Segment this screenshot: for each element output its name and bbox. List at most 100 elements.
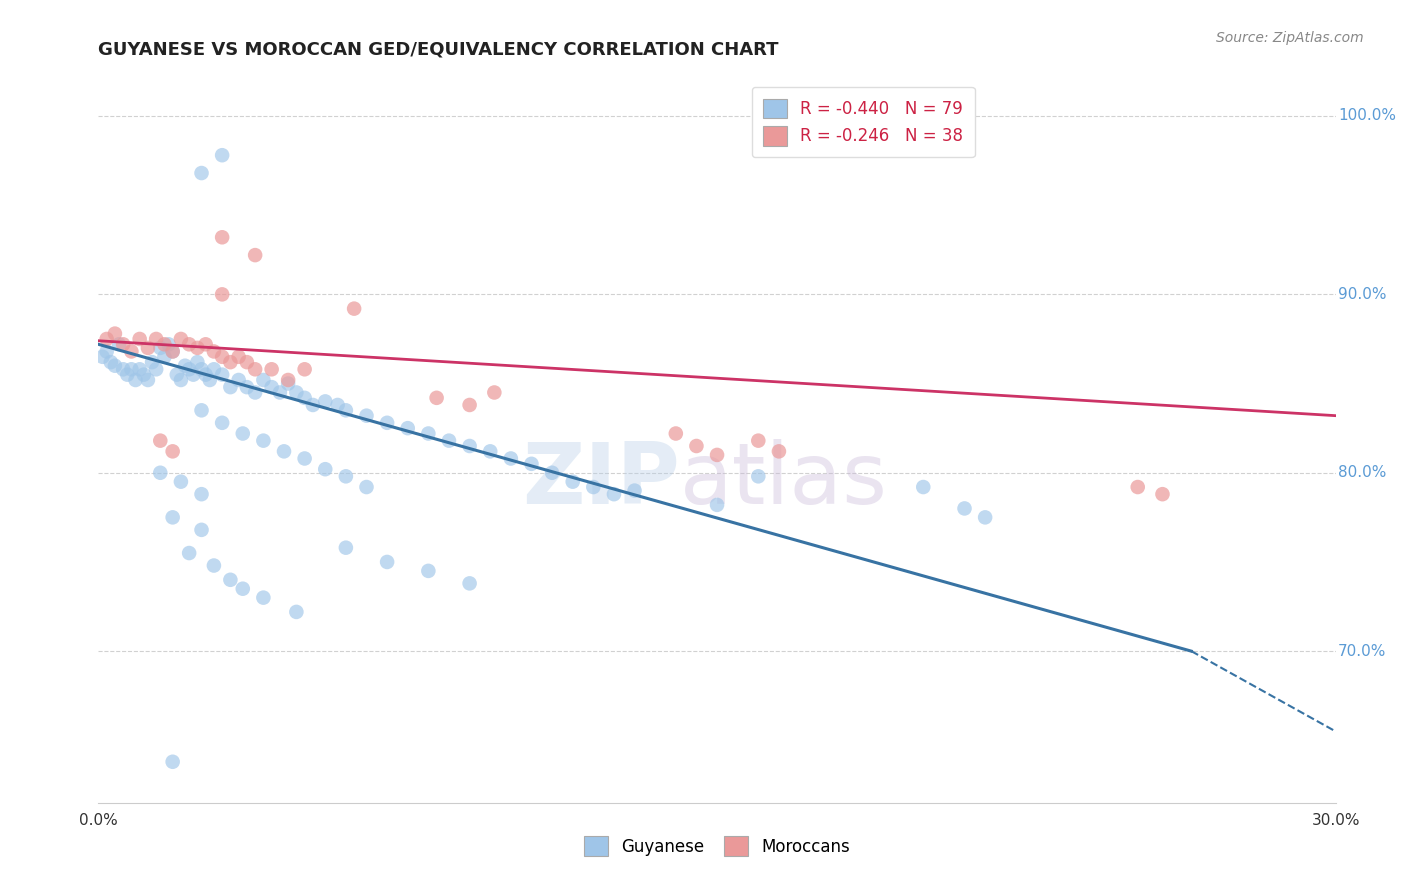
Point xyxy=(162,510,184,524)
Point xyxy=(269,385,291,400)
Point xyxy=(104,359,127,373)
Point xyxy=(202,344,225,359)
Point xyxy=(232,426,254,441)
Point xyxy=(768,444,790,458)
Point xyxy=(179,546,201,560)
Point xyxy=(117,368,139,382)
Text: Source: ZipAtlas.com: Source: ZipAtlas.com xyxy=(1216,31,1364,45)
Point xyxy=(912,480,935,494)
Point xyxy=(219,573,242,587)
Text: 80.0%: 80.0% xyxy=(1339,466,1386,480)
Point xyxy=(665,426,688,441)
Point xyxy=(198,373,221,387)
Point xyxy=(190,166,212,180)
Point xyxy=(418,564,440,578)
Point xyxy=(953,501,976,516)
Point xyxy=(149,341,172,355)
Text: 70.0%: 70.0% xyxy=(1339,644,1386,658)
Point xyxy=(484,385,506,400)
Point xyxy=(202,558,225,573)
Point xyxy=(162,344,184,359)
Point xyxy=(243,362,266,376)
Point xyxy=(396,421,419,435)
Text: 100.0%: 100.0% xyxy=(1339,109,1396,123)
Point xyxy=(706,448,728,462)
Point xyxy=(211,416,233,430)
Point xyxy=(112,337,135,351)
Point xyxy=(243,385,266,400)
Point xyxy=(260,380,283,394)
Point xyxy=(326,398,349,412)
Point xyxy=(228,373,250,387)
Point xyxy=(277,376,299,391)
Point xyxy=(179,337,201,351)
Point xyxy=(294,451,316,466)
Point xyxy=(437,434,460,448)
Point xyxy=(211,350,233,364)
Point xyxy=(91,350,114,364)
Point xyxy=(211,230,233,244)
Point xyxy=(157,337,180,351)
Point xyxy=(252,373,274,387)
Point xyxy=(96,344,118,359)
Point xyxy=(294,391,316,405)
Point xyxy=(243,248,266,262)
Text: GUYANESE VS MOROCCAN GED/EQUIVALENCY CORRELATION CHART: GUYANESE VS MOROCCAN GED/EQUIVALENCY COR… xyxy=(98,41,779,59)
Point xyxy=(104,326,127,341)
Point xyxy=(375,416,398,430)
Point xyxy=(236,380,259,394)
Point xyxy=(541,466,564,480)
Point xyxy=(162,755,184,769)
Point xyxy=(236,355,259,369)
Point xyxy=(458,398,481,412)
Point xyxy=(582,480,605,494)
Point xyxy=(277,373,299,387)
Point xyxy=(153,350,176,364)
Text: ZIP: ZIP xyxy=(522,440,681,523)
Point xyxy=(132,368,155,382)
Point xyxy=(219,355,242,369)
Point xyxy=(145,332,167,346)
Point xyxy=(603,487,626,501)
Point xyxy=(335,403,357,417)
Point xyxy=(747,469,769,483)
Point xyxy=(96,332,118,346)
Point xyxy=(149,466,172,480)
Point xyxy=(273,444,295,458)
Point xyxy=(194,368,217,382)
Point xyxy=(228,350,250,364)
Point xyxy=(458,439,481,453)
Point xyxy=(623,483,645,498)
Point xyxy=(418,426,440,441)
Point xyxy=(170,332,193,346)
Point xyxy=(179,362,201,376)
Point xyxy=(174,359,197,373)
Point xyxy=(426,391,449,405)
Point xyxy=(108,337,131,351)
Point xyxy=(181,368,204,382)
Point xyxy=(260,362,283,376)
Point xyxy=(128,332,150,346)
Point xyxy=(153,337,176,351)
Point xyxy=(136,341,159,355)
Point xyxy=(561,475,583,489)
Point xyxy=(162,344,184,359)
Point xyxy=(194,337,217,351)
Point xyxy=(211,368,233,382)
Point xyxy=(162,444,184,458)
Point xyxy=(285,605,308,619)
Point xyxy=(314,394,336,409)
Point xyxy=(186,355,208,369)
Point xyxy=(141,355,163,369)
Point xyxy=(302,398,325,412)
Point xyxy=(1152,487,1174,501)
Point xyxy=(1126,480,1149,494)
Point xyxy=(335,469,357,483)
Point xyxy=(706,498,728,512)
Point xyxy=(166,368,188,382)
Point xyxy=(252,591,274,605)
Point xyxy=(232,582,254,596)
Point xyxy=(685,439,707,453)
Point xyxy=(479,444,502,458)
Point xyxy=(190,523,212,537)
